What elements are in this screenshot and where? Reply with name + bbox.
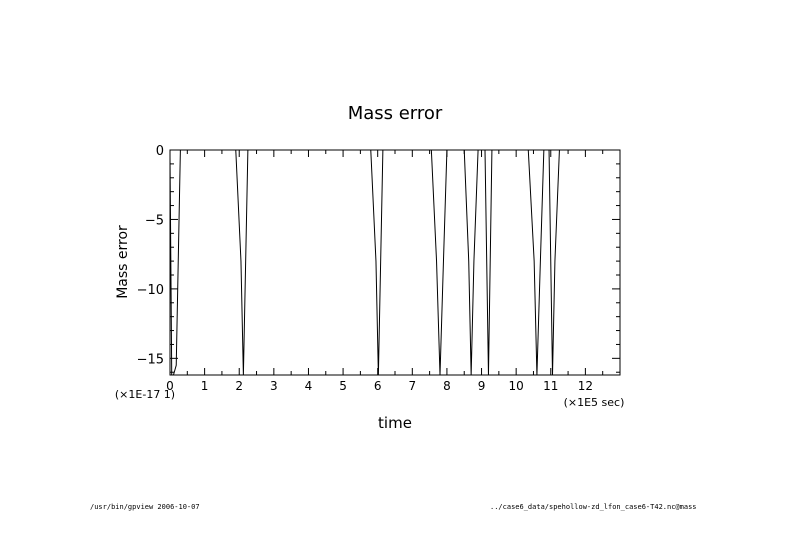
x-tick-label-4: 4 [305, 379, 313, 393]
x-tick-label-5: 5 [339, 379, 347, 393]
y-axis-ticks: 0 −5 −10 −15 [137, 144, 620, 373]
y-tick-label-3: −15 [137, 352, 164, 367]
x-tick-label-2: 2 [235, 379, 243, 393]
x-axis-label: time [378, 414, 412, 432]
x-tick-label-8: 8 [443, 379, 451, 393]
y-scale-label: (×1E-17 1) [115, 388, 175, 401]
y-tick-label-2: −10 [137, 283, 164, 298]
x-scale-label: (×1E5 sec) [564, 396, 625, 409]
series-layer [169, 149, 617, 376]
x-tick-label-6: 6 [374, 379, 382, 393]
series-line-0 [169, 149, 617, 376]
x-tick-label-7: 7 [408, 379, 416, 393]
y-tick-label-0: 0 [156, 144, 164, 159]
x-tick-label-0: 0 [166, 379, 174, 393]
x-tick-label-3: 3 [270, 379, 278, 393]
y-axis-label: Mass error [115, 225, 131, 299]
x-tick-label-11: 11 [543, 379, 558, 393]
footer-right: ../case6_data/spehollow-zd_lfon_case6-T4… [490, 503, 697, 511]
footer-left: /usr/bin/gpview 2006-10-07 [90, 503, 200, 511]
x-tick-label-10: 10 [509, 379, 524, 393]
x-tick-label-1: 1 [201, 379, 209, 393]
y-tick-label-1: −5 [145, 213, 164, 228]
x-tick-label-9: 9 [478, 379, 486, 393]
x-axis-ticks: 0 1 2 3 4 5 6 7 8 9 10 11 12 [166, 150, 604, 393]
chart-title: Mass error [348, 103, 443, 124]
x-tick-label-12: 12 [578, 379, 593, 393]
